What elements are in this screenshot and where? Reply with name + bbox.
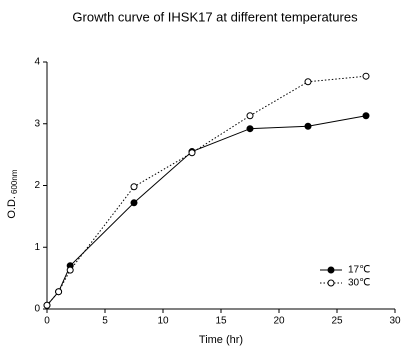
series-line [46,115,367,306]
legend-label: 30℃ [348,278,370,289]
data-point [43,301,51,309]
data-point [304,122,312,130]
data-point [304,78,312,86]
data-point [130,199,138,207]
data-point [362,72,370,80]
y-axis-label: O.D. [6,196,18,219]
chart-title: Growth curve of IHSK17 at different temp… [72,9,358,24]
x-tick-label: 15 [215,316,227,327]
x-axis-label: Time (hr) [199,334,243,346]
y-axis-label-group: O.D. 600nm [6,169,19,218]
data-point [246,112,254,120]
series-line [46,75,367,306]
data-point [66,266,74,274]
legend-marker [327,279,335,287]
y-axis-label-sub: 600nm [10,169,19,194]
y-tick-label: 3 [34,118,40,129]
legend-marker [327,266,335,274]
x-tick-label: 0 [44,316,50,327]
data-point [188,149,196,157]
data-point [246,125,254,133]
x-tick-label: 20 [273,316,285,327]
legend-label: 17℃ [348,265,370,276]
y-tick-label: 2 [34,180,40,191]
y-tick-label: 4 [34,57,40,68]
x-tick-label: 10 [157,316,169,327]
data-point [130,183,138,191]
y-tick-label: 0 [34,304,40,315]
data-point [55,288,63,296]
x-tick-label: 25 [331,316,343,327]
x-tick-label: 5 [102,316,108,327]
data-point [362,112,370,120]
y-tick-label: 1 [34,242,40,253]
x-tick-label: 30 [389,316,401,327]
